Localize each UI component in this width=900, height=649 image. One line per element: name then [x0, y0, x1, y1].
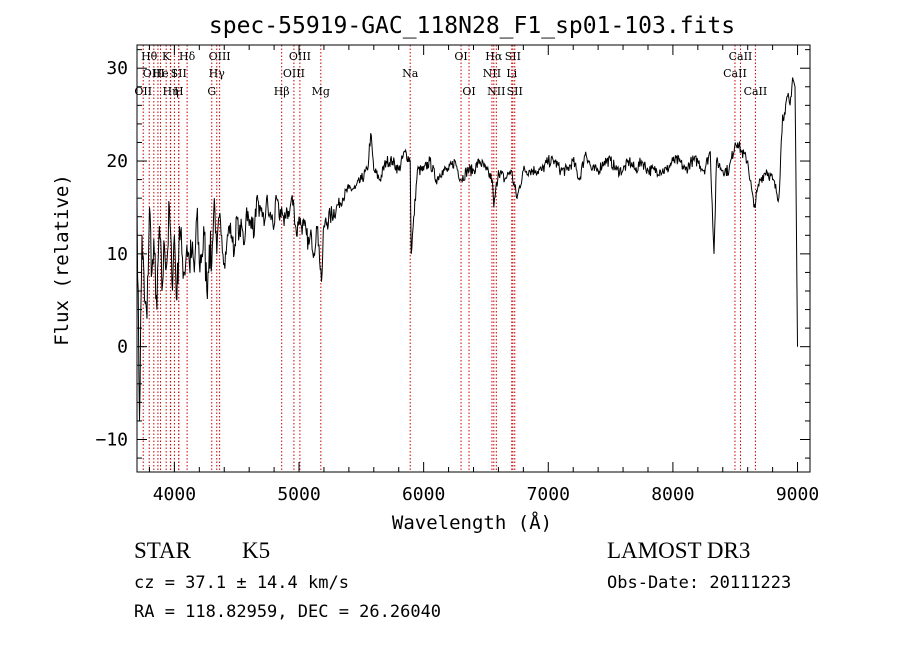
object-subclass: K5 [242, 538, 271, 563]
chart-title: spec-55919-GAC_118N28_F1_sp01-103.fits [209, 13, 735, 39]
x-axis-label: Wavelength (Å) [392, 511, 552, 534]
line-label-2: OIII [143, 67, 165, 80]
x-tick-label-2: 6000 [402, 484, 445, 505]
line-label-30: CaII [744, 85, 768, 98]
line-label-24: NII [487, 85, 505, 98]
line-label-25: Li [506, 67, 517, 80]
y-tick-label-0: −10 [95, 430, 128, 451]
line-label-27: SII [507, 85, 523, 98]
y-tick-label-2: 10 [106, 244, 128, 265]
x-tick-label-5: 9000 [776, 484, 819, 505]
object-class: STAR [134, 538, 191, 563]
y-axis-label: Flux (relative) [51, 174, 73, 346]
line-label-9: SII [171, 67, 187, 80]
line-label-13: Hγ [209, 67, 226, 80]
line-label-20: OI [454, 50, 467, 63]
line-label-29: CaII [729, 50, 753, 63]
line-label-10: H [174, 85, 184, 98]
y-tick-label-3: 20 [106, 151, 128, 172]
coordinates-readout: RA = 118.82959, DEC = 26.26040 [134, 602, 442, 622]
x-tick-label-0: 4000 [153, 484, 196, 505]
survey-name: LAMOST DR3 [607, 538, 751, 563]
line-label-14: OIII [209, 50, 231, 63]
line-label-1: Hθ [141, 50, 158, 63]
line-label-23: Hα [485, 50, 503, 63]
line-label-15: Hβ [274, 85, 290, 98]
obs-date-readout: Obs-Date: 20111223 [607, 573, 792, 593]
x-tick-label-4: 8000 [651, 484, 694, 505]
y-axis-ticks: −10 0 10 20 30 [95, 49, 810, 459]
line-label-17: OIII [289, 50, 311, 63]
plot-frame [136, 44, 811, 473]
spectrum-series-line [136, 77, 798, 421]
redshift-readout: cz = 37.1 ± 14.4 km/s [134, 573, 349, 593]
line-label-4: He [153, 67, 169, 80]
line-label-16: OIII [283, 67, 305, 80]
line-label-6: Hη [163, 85, 179, 98]
line-label-19: Na [402, 67, 419, 80]
spectral-line-labels: OIIHθOIIIHeKHηISIIHHδGHγOIIIHβOIIIOIIIMg… [134, 50, 767, 98]
line-label-22: NII [483, 67, 501, 80]
line-label-8: I [172, 67, 176, 80]
spectral-line-markers [142, 45, 756, 472]
line-label-18: Mg [312, 85, 330, 98]
x-axis-ticks: 4000 5000 6000 7000 8000 9000 [148, 45, 819, 505]
line-label-12: G [207, 85, 216, 98]
line-label-26: SII [505, 50, 521, 63]
x-tick-label-3: 7000 [527, 484, 570, 505]
y-tick-label-4: 30 [106, 58, 128, 79]
y-tick-label-1: 0 [117, 337, 128, 358]
line-label-28: CaII [723, 67, 747, 80]
line-label-21: OI [462, 85, 475, 98]
line-label-5: K [162, 50, 171, 63]
line-label-0: OII [134, 85, 152, 98]
line-label-11: Hδ [179, 50, 196, 63]
x-tick-label-1: 5000 [277, 484, 320, 505]
